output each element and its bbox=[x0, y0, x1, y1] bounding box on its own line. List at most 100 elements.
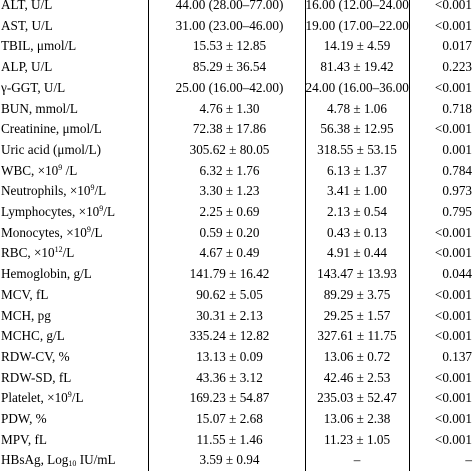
table-row: Lymphocytes, ×109/L 2.25 ± 0.69 2.13 ± 0.5… bbox=[0, 202, 474, 223]
parameter-name: Uric acid (μmol/L) bbox=[1, 141, 102, 157]
unit-exponent: 9 bbox=[86, 224, 91, 234]
parameter-label: Hemoglobin, g/L bbox=[0, 264, 148, 285]
p-value: <0.001 bbox=[434, 411, 472, 427]
parameter-name: Neutrophils, ×10 bbox=[1, 183, 91, 199]
p-value: 0.137 bbox=[442, 348, 472, 364]
group2-value: 24.00 (16.00–36.00) bbox=[305, 77, 410, 99]
parameter-name: Lymphocytes, ×10 bbox=[1, 204, 100, 220]
p-value: 0.017 bbox=[442, 38, 472, 54]
table-row: HBsAg, Log10 IU/mL 3.59 ± 0.94– – bbox=[0, 450, 474, 472]
group1-value: 15.07 ± 2.68 bbox=[147, 409, 306, 430]
parameter-label: RBC, ×1012/L bbox=[0, 243, 148, 264]
parameter-name: BUN, mmol/L bbox=[1, 100, 78, 116]
parameter-name: MCHC, g/L bbox=[1, 328, 65, 344]
parameter-name: MPV, fL bbox=[1, 431, 47, 447]
group2-value: 16.00 (12.00–24.00) bbox=[305, 0, 410, 16]
unit-suffix: /L bbox=[62, 162, 78, 178]
group1-value: 43.36 ± 3.12 bbox=[147, 367, 306, 389]
parameter-name: Creatinine, μmol/L bbox=[1, 121, 102, 137]
group1-value: 169.23 ± 54.87 bbox=[147, 388, 306, 410]
parameter-name: RDW-CV, % bbox=[1, 348, 70, 364]
group2-value: – bbox=[305, 450, 410, 472]
group1-value: 4.67 ± 0.49 bbox=[147, 243, 306, 265]
parameter-name: WBC, ×10 bbox=[1, 162, 59, 178]
parameter-label: ALP, U/L bbox=[0, 57, 148, 78]
unit-suffix: IU/mL bbox=[76, 452, 116, 468]
parameter-label: Monocytes, ×109/L bbox=[0, 223, 148, 244]
parameter-name: RDW-SD, fL bbox=[1, 369, 72, 385]
p-value: <0.001 bbox=[434, 286, 472, 302]
parameter-name: MCV, fL bbox=[1, 286, 49, 302]
group1-value: 3.59 ± 0.94 bbox=[147, 450, 306, 472]
unit-exponent: 9 bbox=[90, 183, 95, 193]
unit-suffix: /L bbox=[71, 390, 84, 406]
table-row: MCH, pg 30.31 ± 2.13 29.25 ± 1.57 <0.001 bbox=[0, 305, 474, 327]
parameter-label: WBC, ×109 /L bbox=[0, 161, 148, 182]
table-row: MCV, fL 90.62 ± 5.05 89.29 ± 3.75 <0.001 bbox=[0, 284, 474, 306]
parameter-label: Neutrophils, ×109/L bbox=[0, 181, 148, 202]
table-row: γ-GGT, U/L 25.00 (16.00–42.00) 24.00 (16.0… bbox=[0, 77, 474, 99]
p-value: <0.001 bbox=[434, 328, 472, 344]
table-row: ALP, U/L 85.29 ± 36.54 81.43 ± 19.42 0.223 bbox=[0, 57, 474, 78]
group2-value: 143.47 ± 13.93 bbox=[305, 264, 410, 285]
p-value: 0.223 bbox=[442, 59, 472, 75]
parameter-label: γ-GGT, U/L bbox=[0, 78, 148, 99]
log-base-subscript: 10 bbox=[68, 459, 77, 469]
p-value: <0.001 bbox=[434, 369, 472, 385]
parameter-name: Monocytes, ×10 bbox=[1, 224, 87, 240]
group2-value: 81.43 ± 19.42 bbox=[305, 57, 410, 78]
p-value: <0.001 bbox=[434, 0, 472, 12]
table-row: MCHC, g/L 335.24 ± 12.82 327.61 ± 11.75 <0.… bbox=[0, 326, 474, 347]
p-value: – bbox=[465, 452, 472, 468]
p-value: <0.001 bbox=[434, 17, 472, 33]
group2-value: 318.55 ± 53.15 bbox=[305, 139, 410, 161]
group2-value: 13.06 ± 2.38 bbox=[305, 409, 410, 430]
parameter-name: Platelet, ×10 bbox=[1, 390, 68, 406]
table-row: RDW-CV, % 13.13 ± 0.09 13.06 ± 0.72 0.137 bbox=[0, 346, 474, 368]
table-row: Hemoglobin, g/L 141.79 ± 16.42 143.47 ± 13… bbox=[0, 264, 474, 285]
parameter-label: MCHC, g/L bbox=[0, 326, 148, 347]
parameter-label: ALT, U/L bbox=[0, 0, 148, 16]
p-value: <0.001 bbox=[434, 79, 472, 95]
unit-exponent: 9 bbox=[67, 390, 72, 400]
p-value: <0.001 bbox=[434, 224, 472, 240]
unit-suffix: /L bbox=[62, 245, 75, 261]
p-value: 0.784 bbox=[442, 162, 472, 178]
parameter-label: Creatinine, μmol/L bbox=[0, 119, 148, 140]
parameter-name: RBC, ×10 bbox=[1, 245, 55, 261]
parameter-label: TBIL, μmol/L bbox=[0, 36, 148, 57]
group2-value: 4.78 ± 1.06 bbox=[305, 98, 410, 120]
p-value: <0.001 bbox=[434, 121, 472, 137]
p-value: 0.973 bbox=[442, 183, 472, 199]
group1-value: 11.55 ± 1.46 bbox=[147, 429, 306, 451]
group2-value: 56.38 ± 12.95 bbox=[305, 119, 410, 140]
group2-value: 14.19 ± 4.59 bbox=[305, 36, 410, 58]
p-value: <0.001 bbox=[434, 307, 472, 323]
group1-value: 305.62 ± 80.05 bbox=[147, 139, 306, 161]
p-value: <0.001 bbox=[434, 390, 472, 406]
group1-value: 15.53 ± 12.85 bbox=[147, 36, 306, 58]
table-row: Uric acid (μmol/L) 305.62 ± 80.05 318.55 ±… bbox=[0, 139, 474, 161]
table-row: WBC, ×109 /L 6.32 ± 1.76 6.13 ± 1.37 0.784 bbox=[0, 160, 474, 182]
parameter-name: γ-GGT, U/L bbox=[1, 79, 66, 95]
group1-value: 6.32 ± 1.76 bbox=[147, 160, 306, 182]
table-row: Platelet, ×109/L 169.23 ± 54.87 235.03 ± 5… bbox=[0, 388, 474, 410]
group1-value: 335.24 ± 12.82 bbox=[147, 326, 306, 347]
table-row: RBC, ×1012/L 4.67 ± 0.49 4.91 ± 0.44 <0.001 bbox=[0, 243, 474, 265]
table-row: RDW-SD, fL 43.36 ± 3.12 42.46 ± 2.53 <0.001 bbox=[0, 367, 474, 389]
group2-value: 89.29 ± 3.75 bbox=[305, 284, 410, 306]
group2-value: 6.13 ± 1.37 bbox=[305, 160, 410, 182]
group1-value: 72.38 ± 17.86 bbox=[147, 119, 306, 140]
p-value: <0.001 bbox=[434, 431, 472, 447]
group1-value: 141.79 ± 16.42 bbox=[147, 264, 306, 285]
parameter-name: AST, U/L bbox=[1, 17, 53, 33]
p-value: 0.001 bbox=[442, 141, 472, 157]
parameter-label: MPV, fL bbox=[0, 430, 148, 451]
table-row: AST, U/L 31.00 (23.00–46.00) 19.00 (17.00–… bbox=[0, 15, 474, 37]
group1-value: 44.00 (28.00–77.00) bbox=[147, 0, 306, 16]
table-row: TBIL, μmol/L 15.53 ± 12.85 14.19 ± 4.59 0.0… bbox=[0, 36, 474, 58]
parameter-label: Platelet, ×109/L bbox=[0, 388, 148, 409]
unit-suffix: /L bbox=[90, 224, 103, 240]
